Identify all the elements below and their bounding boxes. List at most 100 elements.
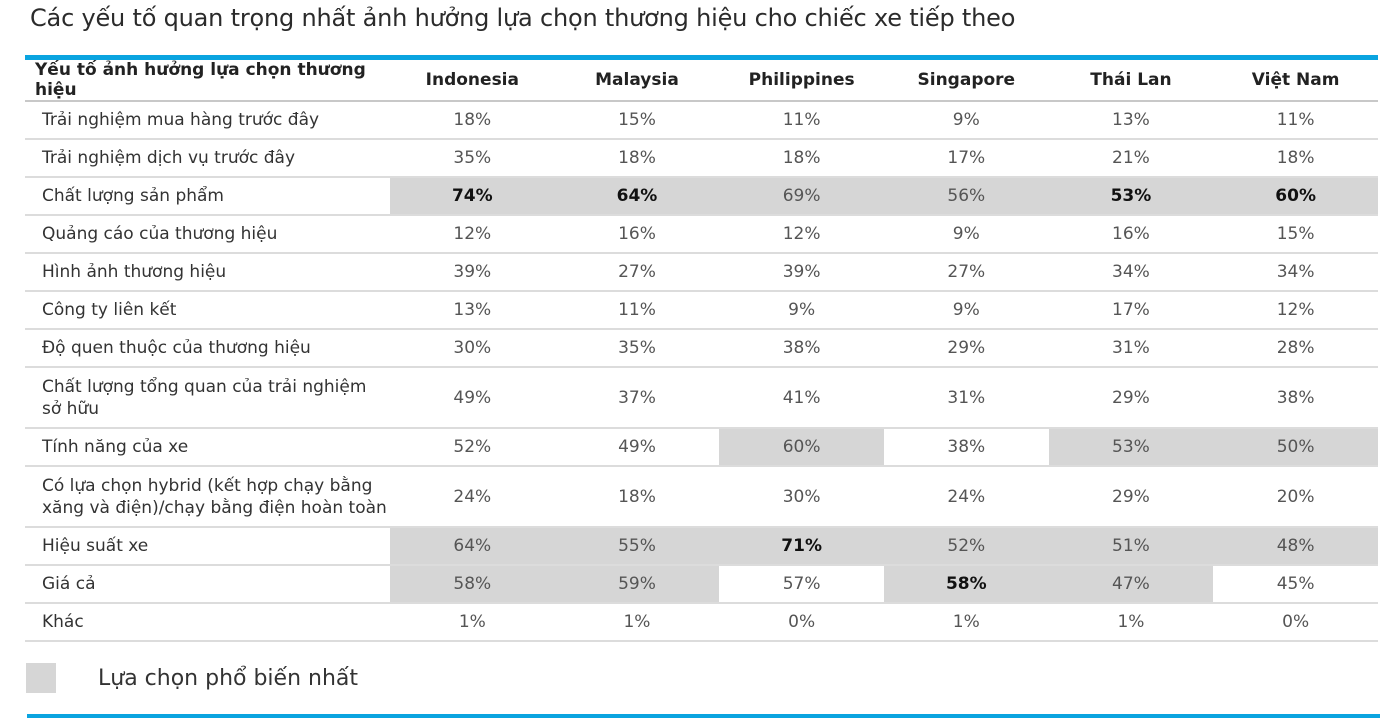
value-cell: 24% (390, 466, 555, 528)
value-cell: 1% (390, 603, 555, 642)
value-cell: 16% (1048, 215, 1214, 254)
value-cell: 29% (1048, 466, 1214, 528)
value-cell: 18% (390, 101, 555, 140)
table-body: Trải nghiệm mua hàng trước đây 18% 15% 11% 9… (25, 101, 1378, 642)
value-cell: 0% (719, 603, 884, 642)
table-row: Khác 1% 1% 0% 1% 1% 0% (25, 603, 1378, 642)
row-label: Giá cả (25, 565, 390, 604)
value-cell: 37% (554, 367, 720, 429)
table-row: Chất lượng sản phẩm 74% 64% 69% 56% 53% 60% (25, 177, 1378, 216)
header-country: Thái Lan (1048, 60, 1214, 102)
value-cell: 60% (1213, 177, 1378, 216)
value-cell: 21% (1048, 139, 1214, 178)
bottom-accent-bar (27, 714, 1380, 718)
row-label: Tính năng của xe (25, 428, 390, 467)
value-cell: 56% (883, 177, 1049, 216)
chart-title: Các yếu tố quan trọng nhất ảnh hưởng lựa… (30, 4, 1016, 32)
value-cell: 59% (554, 565, 720, 604)
value-cell: 9% (883, 215, 1049, 254)
value-cell: 51% (1048, 527, 1214, 566)
value-cell: 29% (883, 329, 1049, 368)
table-row: Giá cả 58% 59% 57% 58% 47% 45% (25, 565, 1378, 604)
row-label: Độ quen thuộc của thương hiệu (25, 329, 390, 368)
value-cell: 27% (554, 253, 720, 292)
value-cell: 64% (554, 177, 720, 216)
value-cell: 15% (554, 101, 720, 140)
header-country: Singapore (883, 60, 1049, 102)
value-cell: 52% (390, 428, 555, 467)
value-cell: 69% (719, 177, 884, 216)
legend: Lựa chọn phổ biến nhất (26, 663, 358, 693)
row-label: Hình ảnh thương hiệu (25, 253, 390, 292)
value-cell: 1% (883, 603, 1049, 642)
row-label: Quảng cáo của thương hiệu (25, 215, 390, 254)
value-cell: 48% (1213, 527, 1378, 566)
value-cell: 30% (719, 466, 884, 528)
table-row: Công ty liên kết 13% 11% 9% 9% 17% 12% (25, 291, 1378, 330)
value-cell: 29% (1048, 367, 1214, 429)
value-cell: 38% (719, 329, 884, 368)
legend-label: Lựa chọn phổ biến nhất (98, 665, 359, 691)
value-cell: 18% (554, 466, 720, 528)
value-cell: 24% (883, 466, 1049, 528)
table-row: Quảng cáo của thương hiệu 12% 16% 12% 9% 16% 1… (25, 215, 1378, 254)
value-cell: 13% (390, 291, 555, 330)
value-cell: 53% (1048, 428, 1214, 467)
value-cell: 9% (883, 291, 1049, 330)
value-cell: 47% (1048, 565, 1214, 604)
row-label: Khác (25, 603, 390, 642)
table-row: Hình ảnh thương hiệu 39% 27% 39% 27% 34% 34% (25, 253, 1378, 292)
value-cell: 17% (1048, 291, 1214, 330)
value-cell: 9% (719, 291, 884, 330)
header-country: Indonesia (390, 60, 555, 102)
header-country: Malaysia (554, 60, 720, 102)
value-cell: 41% (719, 367, 884, 429)
value-cell: 11% (1213, 101, 1378, 140)
value-cell: 34% (1048, 253, 1214, 292)
value-cell: 18% (719, 139, 884, 178)
value-cell: 74% (390, 177, 555, 216)
row-label: Chất lượng sản phẩm (25, 177, 390, 216)
value-cell: 28% (1213, 329, 1378, 368)
table-row: Hiệu suất xe 64% 55% 71% 52% 51% 48% (25, 527, 1378, 566)
value-cell: 38% (1213, 367, 1378, 429)
table-row: Trải nghiệm dịch vụ trước đây 35% 18% 18% 17… (25, 139, 1378, 178)
header-country: Việt Nam (1213, 60, 1378, 102)
value-cell: 49% (390, 367, 555, 429)
value-cell: 52% (883, 527, 1049, 566)
value-cell: 60% (719, 428, 884, 467)
top-accent-bar (25, 55, 1378, 60)
value-cell: 1% (554, 603, 720, 642)
value-cell: 18% (554, 139, 720, 178)
value-cell: 39% (719, 253, 884, 292)
value-cell: 0% (1213, 603, 1378, 642)
header-country: Philippines (719, 60, 884, 102)
header-row: Yếu tố ảnh hưởng lựa chọn thương hiệu In… (25, 60, 1378, 102)
value-cell: 35% (390, 139, 555, 178)
table-row: Trải nghiệm mua hàng trước đây 18% 15% 11% 9… (25, 101, 1378, 140)
row-label: Hiệu suất xe (25, 527, 390, 566)
value-cell: 17% (883, 139, 1049, 178)
value-cell: 53% (1048, 177, 1214, 216)
row-label: Chất lượng tổng quan của trải nghiệm sở … (25, 367, 390, 429)
value-cell: 31% (883, 367, 1049, 429)
value-cell: 12% (390, 215, 555, 254)
value-cell: 71% (719, 527, 884, 566)
legend-swatch (26, 663, 56, 693)
value-cell: 35% (554, 329, 720, 368)
value-cell: 58% (883, 565, 1049, 604)
factors-table: Yếu tố ảnh hưởng lựa chọn thương hiệu In… (25, 60, 1378, 642)
row-label: Công ty liên kết (25, 291, 390, 330)
value-cell: 57% (719, 565, 884, 604)
value-cell: 27% (883, 253, 1049, 292)
value-cell: 11% (719, 101, 884, 140)
value-cell: 45% (1213, 565, 1378, 604)
value-cell: 12% (719, 215, 884, 254)
table-row: Tính năng của xe 52% 49% 60% 38% 53% 50% (25, 428, 1378, 467)
value-cell: 16% (554, 215, 720, 254)
value-cell: 39% (390, 253, 555, 292)
value-cell: 12% (1213, 291, 1378, 330)
value-cell: 50% (1213, 428, 1378, 467)
value-cell: 31% (1048, 329, 1214, 368)
value-cell: 49% (554, 428, 720, 467)
